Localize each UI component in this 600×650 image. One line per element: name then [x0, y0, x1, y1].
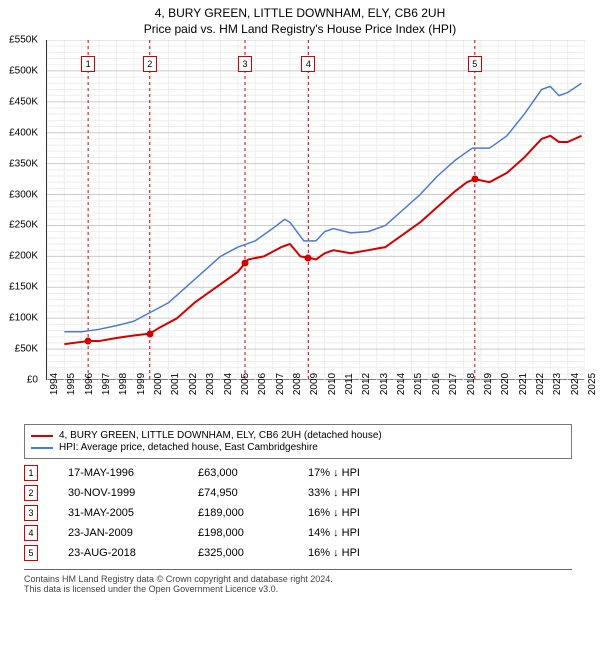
- y-tick-label: £100K: [9, 313, 38, 324]
- x-tick-label: 2005: [240, 373, 251, 395]
- footer-line: This data is licensed under the Open Gov…: [24, 584, 572, 594]
- y-tick-label: £550K: [9, 35, 38, 46]
- sales-price: £198,000: [198, 527, 308, 539]
- footer: Contains HM Land Registry data © Crown c…: [24, 569, 572, 594]
- x-tick-label: 2012: [361, 373, 372, 395]
- legend: 4, BURY GREEN, LITTLE DOWNHAM, ELY, CB6 …: [24, 424, 572, 459]
- x-tick-label: 2007: [275, 373, 286, 395]
- x-tick-label: 1995: [66, 373, 77, 395]
- x-tick-label: 2006: [257, 373, 268, 395]
- sales-delta: 16% ↓ HPI: [308, 507, 572, 519]
- y-tick-label: £0: [27, 375, 38, 386]
- x-tick-label: 2020: [500, 373, 511, 395]
- x-tick-label: 1998: [118, 373, 129, 395]
- y-tick-label: £350K: [9, 158, 38, 169]
- sales-price: £325,000: [198, 547, 308, 559]
- sales-date: 23-JAN-2009: [68, 527, 198, 539]
- legend-item-property: 4, BURY GREEN, LITTLE DOWNHAM, ELY, CB6 …: [31, 430, 565, 441]
- chart-svg: [47, 40, 585, 380]
- x-tick-label: 2022: [535, 373, 546, 395]
- sales-date: 30-NOV-1999: [68, 487, 198, 499]
- price-chart: £0£50K£100K£150K£200K£250K£300K£350K£400…: [30, 40, 590, 420]
- x-tick-label: 2001: [170, 373, 181, 395]
- x-tick-label: 2019: [483, 373, 494, 395]
- y-tick-label: £500K: [9, 65, 38, 76]
- y-tick-label: £150K: [9, 282, 38, 293]
- x-tick-label: 2015: [413, 373, 424, 395]
- x-tick-label: 2023: [552, 373, 563, 395]
- sales-num-box: 2: [24, 485, 38, 501]
- x-tick-label: 2010: [327, 373, 338, 395]
- sales-row: 1 17-MAY-1996£63,00017% ↓ HPI: [24, 465, 572, 481]
- x-tick-label: 2018: [466, 373, 477, 395]
- y-tick-label: £450K: [9, 96, 38, 107]
- sale-marker-box: 3: [238, 56, 252, 72]
- sales-delta: 33% ↓ HPI: [308, 487, 572, 499]
- sales-price: £74,950: [198, 487, 308, 499]
- sales-price: £63,000: [198, 467, 308, 479]
- legend-item-hpi: HPI: Average price, detached house, East…: [31, 442, 565, 453]
- y-tick-label: £50K: [15, 344, 38, 355]
- x-tick-label: 2000: [153, 373, 164, 395]
- sales-row: 4 23-JAN-2009£198,00014% ↓ HPI: [24, 525, 572, 541]
- y-axis: £0£50K£100K£150K£200K£250K£300K£350K£400…: [0, 40, 40, 380]
- sales-row: 3 31-MAY-2005£189,00016% ↓ HPI: [24, 505, 572, 521]
- x-tick-label: 2011: [344, 373, 355, 395]
- sale-dot: [85, 338, 92, 345]
- x-tick-label: 2009: [309, 373, 320, 395]
- x-tick-label: 2017: [448, 373, 459, 395]
- sale-dot: [146, 330, 153, 337]
- sale-dot: [471, 176, 478, 183]
- sales-delta: 16% ↓ HPI: [308, 547, 572, 559]
- x-tick-label: 2004: [223, 373, 234, 395]
- page-title: 4, BURY GREEN, LITTLE DOWNHAM, ELY, CB6 …: [0, 6, 600, 20]
- y-tick-label: £400K: [9, 127, 38, 138]
- sales-delta: 17% ↓ HPI: [308, 467, 572, 479]
- sales-row: 5 23-AUG-2018£325,00016% ↓ HPI: [24, 545, 572, 561]
- sales-row: 2 30-NOV-1999£74,95033% ↓ HPI: [24, 485, 572, 501]
- sales-num-box: 3: [24, 505, 38, 521]
- x-tick-label: 1999: [136, 373, 147, 395]
- sales-date: 17-MAY-1996: [68, 467, 198, 479]
- sale-marker-box: 4: [301, 56, 315, 72]
- y-tick-label: £250K: [9, 220, 38, 231]
- sale-dot: [305, 254, 312, 261]
- x-tick-label: 2003: [205, 373, 216, 395]
- y-tick-label: £200K: [9, 251, 38, 262]
- sales-price: £189,000: [198, 507, 308, 519]
- sales-num-box: 4: [24, 525, 38, 541]
- x-tick-label: 2014: [396, 373, 407, 395]
- sales-date: 23-AUG-2018: [68, 547, 198, 559]
- sales-date: 31-MAY-2005: [68, 507, 198, 519]
- x-tick-label: 2002: [188, 373, 199, 395]
- legend-label: 4, BURY GREEN, LITTLE DOWNHAM, ELY, CB6 …: [59, 430, 382, 441]
- legend-label: HPI: Average price, detached house, East…: [59, 442, 318, 453]
- x-tick-label: 2021: [518, 373, 529, 395]
- legend-swatch: [31, 447, 53, 449]
- sales-table: 1 17-MAY-1996£63,00017% ↓ HPI 2 30-NOV-1999…: [24, 465, 572, 561]
- sale-dot: [242, 260, 249, 267]
- plot-area: 1 2 3 4 5: [46, 40, 584, 380]
- footer-line: Contains HM Land Registry data © Crown c…: [24, 574, 572, 584]
- x-tick-label: 1997: [101, 373, 112, 395]
- x-tick-label: 2008: [292, 373, 303, 395]
- sale-marker-box: 2: [143, 56, 157, 72]
- x-tick-label: 2025: [587, 373, 598, 395]
- sale-marker-box: 1: [81, 56, 95, 72]
- x-tick-label: 2024: [570, 373, 581, 395]
- y-tick-label: £300K: [9, 189, 38, 200]
- x-tick-label: 2016: [431, 373, 442, 395]
- x-axis: 1994199519961997199819992000200120022003…: [46, 380, 584, 420]
- page-subtitle: Price paid vs. HM Land Registry's House …: [0, 22, 600, 36]
- sales-delta: 14% ↓ HPI: [308, 527, 572, 539]
- x-tick-label: 1996: [84, 373, 95, 395]
- legend-swatch: [31, 435, 53, 437]
- x-tick-label: 2013: [379, 373, 390, 395]
- sale-marker-box: 5: [468, 56, 482, 72]
- sales-num-box: 1: [24, 465, 38, 481]
- sales-num-box: 5: [24, 545, 38, 561]
- x-tick-label: 1994: [49, 373, 60, 395]
